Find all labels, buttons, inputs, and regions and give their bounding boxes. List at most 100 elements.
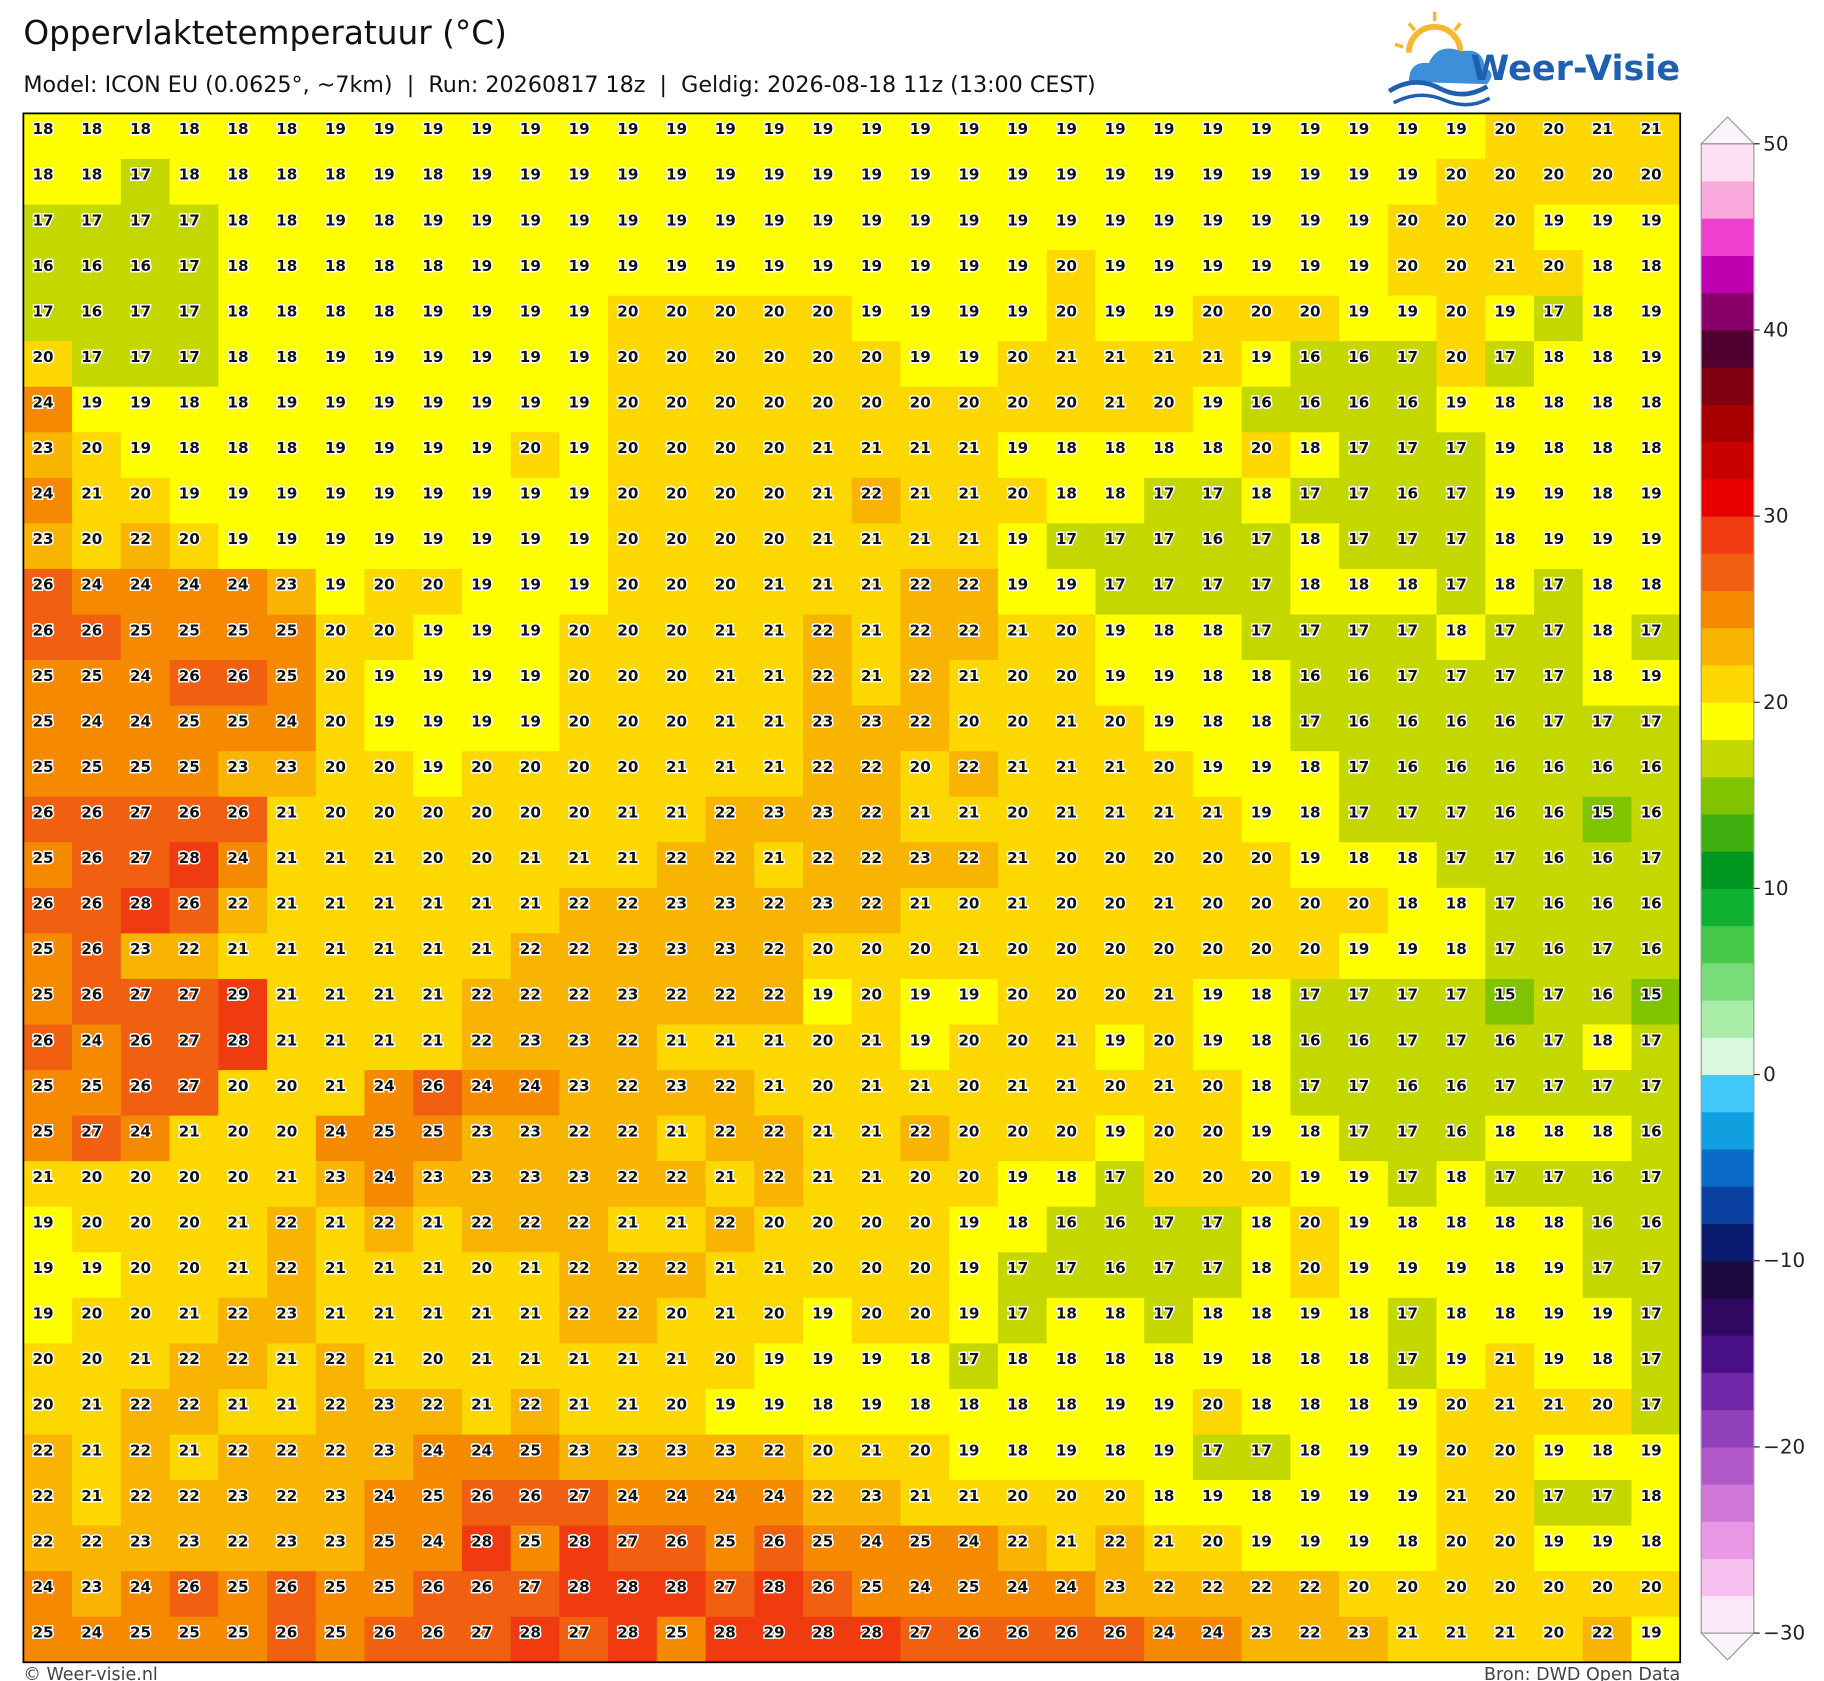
temperature-cell	[267, 295, 317, 342]
temperature-cell	[1290, 158, 1340, 206]
temperature-label: 23	[276, 758, 297, 776]
temperature-label: 20	[1348, 895, 1369, 913]
temperature-cell	[1582, 705, 1633, 752]
temperature-label: 20	[763, 348, 784, 366]
colorbar-band	[1701, 1260, 1754, 1299]
temperature-label: 19	[1251, 803, 1272, 821]
temperature-label: 17	[130, 166, 151, 184]
temperature-cell	[900, 614, 950, 661]
temperature-cell	[1485, 295, 1535, 342]
temperature-label: 20	[1007, 1031, 1028, 1049]
temperature-label: 17	[1641, 849, 1662, 867]
temperature-label: 21	[276, 940, 297, 958]
temperature-cell	[461, 1115, 512, 1162]
temperature-label: 18	[276, 348, 297, 366]
temperature-cell	[851, 204, 902, 251]
temperature-label: 18	[1007, 1214, 1028, 1232]
temperature-label: 18	[227, 393, 248, 411]
temperature-label: 16	[1299, 1031, 1320, 1049]
temperature-cell	[608, 614, 658, 661]
temperature-label: 21	[861, 576, 882, 594]
temperature-label: 19	[1202, 166, 1223, 184]
temperature-cell	[1436, 614, 1486, 661]
temperature-label: 19	[910, 302, 931, 320]
temperature-cell	[72, 386, 122, 433]
temperature-cell	[1290, 341, 1340, 388]
temperature-label: 16	[1397, 393, 1418, 411]
temperature-label: 24	[374, 1168, 395, 1186]
temperature-label: 27	[569, 1624, 590, 1642]
temperature-label: 19	[861, 120, 882, 138]
temperature-label: 18	[1251, 712, 1272, 730]
temperature-cell	[1631, 158, 1681, 206]
temperature-cell	[72, 887, 122, 935]
temperature-cell	[559, 1115, 609, 1162]
temperature-cell	[1095, 705, 1145, 752]
temperature-label: 21	[1153, 348, 1174, 366]
temperature-cell	[1241, 432, 1292, 479]
temperature-label: 20	[81, 1214, 102, 1232]
temperature-label: 19	[1007, 166, 1028, 184]
temperature-cell	[72, 660, 122, 707]
colorbar-band	[1701, 739, 1754, 778]
temperature-label: 19	[1348, 1214, 1369, 1232]
temperature-cell	[705, 887, 756, 935]
temperature-label: 17	[1543, 621, 1564, 639]
temperature-cell	[900, 568, 950, 616]
temperature-label: 21	[422, 1214, 443, 1232]
temperature-cell	[803, 1115, 853, 1162]
temperature-label: 21	[374, 1259, 395, 1277]
temperature-cell	[1192, 1024, 1243, 1071]
temperature-cell	[949, 250, 999, 297]
temperature-label: 21	[1153, 1077, 1174, 1095]
temperature-label: 20	[812, 940, 833, 958]
temperature-cell	[461, 1161, 512, 1208]
temperature-label: 20	[1543, 1578, 1564, 1596]
temperature-label: 20	[1299, 1259, 1320, 1277]
temperature-label: 19	[910, 166, 931, 184]
temperature-cell	[23, 614, 73, 661]
temperature-cell	[23, 705, 73, 752]
temperature-cell	[1436, 432, 1486, 479]
temperature-cell	[1582, 158, 1633, 206]
temperature-label: 27	[130, 986, 151, 1004]
temperature-cell	[23, 1024, 73, 1071]
temperature-cell	[851, 250, 902, 297]
temperature-label: 20	[958, 712, 979, 730]
temperature-cell	[1339, 432, 1389, 479]
colorbar-extend-top	[1699, 116, 1756, 145]
temperature-cell	[461, 1024, 512, 1071]
temperature-label: 21	[1007, 895, 1028, 913]
temperature-cell	[510, 432, 561, 479]
temperature-label: 20	[617, 667, 638, 685]
temperature-label: 22	[1007, 1532, 1028, 1550]
temperature-cell	[72, 751, 122, 798]
temperature-label: 20	[666, 576, 687, 594]
temperature-label: 21	[81, 1441, 102, 1459]
temperature-cell	[1485, 1070, 1535, 1117]
temperature-cell	[900, 978, 950, 1026]
temperature-label: 19	[1397, 166, 1418, 184]
temperature-label: 17	[1641, 621, 1662, 639]
temperature-cell	[1631, 1024, 1681, 1071]
temperature-label: 18	[1056, 1396, 1077, 1414]
temperature-label: 20	[1153, 758, 1174, 776]
temperature-label: 16	[1446, 1077, 1467, 1095]
temperature-label: 16	[1641, 895, 1662, 913]
temperature-label: 21	[1641, 120, 1662, 138]
temperature-label: 20	[617, 621, 638, 639]
temperature-label: 20	[1153, 1031, 1174, 1049]
temperature-label: 21	[861, 1168, 882, 1186]
temperature-label: 26	[422, 1624, 443, 1642]
temperature-cell	[803, 842, 853, 889]
temperature-label: 20	[1007, 803, 1028, 821]
temperature-cell	[23, 1115, 73, 1162]
temperature-cell	[413, 113, 463, 160]
temperature-label: 19	[471, 302, 492, 320]
colorbar-band	[1701, 292, 1754, 331]
temperature-cell	[705, 477, 756, 525]
temperature-label: 20	[569, 758, 590, 776]
temperature-label: 28	[715, 1624, 736, 1642]
temperature-label: 19	[520, 712, 541, 730]
temperature-label: 20	[617, 576, 638, 594]
